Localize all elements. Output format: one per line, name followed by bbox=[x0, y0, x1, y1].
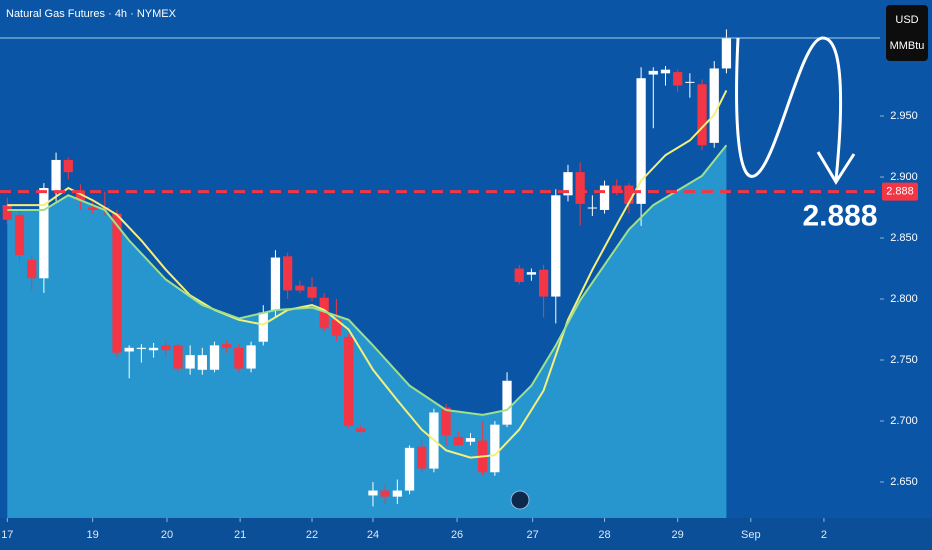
x-tick-label: 29 bbox=[672, 529, 684, 541]
candle-body bbox=[295, 285, 305, 291]
x-tick-label: 2 bbox=[821, 529, 827, 541]
candle-body bbox=[343, 336, 354, 426]
ma-line bbox=[7, 144, 728, 416]
candle-body bbox=[14, 214, 25, 256]
candle-body bbox=[63, 159, 73, 173]
y-tick-label: 2.650 bbox=[890, 476, 918, 488]
candle-body bbox=[283, 256, 293, 291]
candle-body bbox=[197, 355, 207, 370]
candle-body bbox=[417, 446, 427, 469]
candle-body bbox=[660, 69, 671, 74]
candle-body bbox=[648, 70, 658, 75]
candle-body bbox=[185, 355, 195, 369]
candle-body bbox=[27, 259, 37, 279]
candle-body bbox=[685, 81, 695, 83]
candle-body bbox=[270, 257, 281, 310]
x-tick-label: 27 bbox=[527, 529, 539, 541]
candle-body bbox=[148, 347, 159, 351]
candle-body bbox=[563, 172, 573, 196]
candle-body bbox=[721, 37, 732, 69]
candle-body bbox=[136, 347, 147, 350]
y-tick-label: 2.750 bbox=[890, 354, 918, 366]
time-axis-panel bbox=[0, 518, 932, 550]
candle-body bbox=[673, 72, 683, 86]
x-tick-label: 22 bbox=[306, 529, 318, 541]
candle-body bbox=[514, 268, 524, 282]
y-tick-label: 2.800 bbox=[890, 293, 918, 305]
candle-body bbox=[319, 297, 329, 329]
plot-area bbox=[0, 29, 880, 519]
candle-body bbox=[161, 345, 171, 351]
x-tick-label: 17 bbox=[1, 529, 13, 541]
candle-body bbox=[551, 195, 561, 297]
candle-body bbox=[502, 380, 512, 425]
candle-body bbox=[75, 190, 86, 201]
candle-body bbox=[380, 490, 390, 497]
candle-body bbox=[307, 286, 317, 298]
candle-body bbox=[222, 344, 232, 348]
unit-box bbox=[886, 5, 928, 61]
arrow-annotation bbox=[735, 36, 843, 181]
level-tag bbox=[882, 182, 918, 201]
candle-body bbox=[697, 84, 707, 146]
y-tick-label: 2.700 bbox=[890, 415, 918, 427]
level-annotation: 2.888 bbox=[802, 200, 877, 233]
y-tick-label: 2.900 bbox=[890, 171, 918, 183]
candle-body bbox=[209, 345, 220, 370]
x-tick-label: 20 bbox=[161, 529, 173, 541]
candle-body bbox=[112, 213, 122, 353]
candle-body bbox=[453, 436, 463, 446]
ma-area bbox=[7, 145, 727, 519]
y-tick-label: 2.850 bbox=[890, 232, 918, 244]
candle-body bbox=[258, 312, 268, 342]
unit-sub-label: MMBtu bbox=[890, 40, 925, 52]
candle-body bbox=[2, 205, 12, 220]
arrow-head bbox=[816, 151, 856, 185]
candle-body bbox=[624, 185, 634, 204]
candle-body bbox=[51, 159, 61, 191]
ma-line bbox=[7, 89, 728, 459]
candle-body bbox=[538, 269, 549, 297]
candle-body bbox=[636, 78, 646, 204]
candle-body bbox=[246, 345, 256, 369]
candle-body bbox=[575, 172, 585, 204]
x-tick-label: 24 bbox=[367, 529, 379, 541]
candle-body bbox=[526, 272, 537, 275]
x-tick-label: Sep bbox=[741, 529, 761, 541]
candle-body bbox=[709, 68, 719, 143]
level-tag-label: 2.888 bbox=[886, 186, 914, 198]
candle-body bbox=[234, 347, 244, 369]
candle-body bbox=[173, 345, 183, 369]
x-tick-label: 19 bbox=[87, 529, 99, 541]
candle-body bbox=[587, 207, 597, 209]
candle-body bbox=[356, 428, 366, 432]
candle-body bbox=[368, 490, 378, 496]
chart-title: Natural Gas Futures · 4h · NYMEX bbox=[6, 8, 177, 20]
candle-body bbox=[599, 185, 610, 210]
candle-body bbox=[124, 347, 134, 352]
candle-body bbox=[392, 490, 402, 497]
y-tick-label: 2.950 bbox=[890, 110, 918, 122]
candle-body bbox=[490, 424, 500, 473]
candle-body bbox=[465, 438, 476, 442]
candle-body bbox=[612, 185, 622, 191]
candle-body bbox=[331, 319, 342, 336]
candle-body bbox=[39, 187, 49, 279]
x-tick-label: 26 bbox=[451, 529, 463, 541]
x-tick-label: 21 bbox=[234, 529, 246, 541]
candle-body bbox=[88, 207, 98, 210]
candle-body bbox=[441, 407, 451, 436]
candle-body bbox=[404, 447, 415, 491]
unit-label: USD bbox=[895, 14, 918, 26]
x-tick-label: 28 bbox=[598, 529, 610, 541]
event-icon[interactable] bbox=[510, 490, 530, 510]
